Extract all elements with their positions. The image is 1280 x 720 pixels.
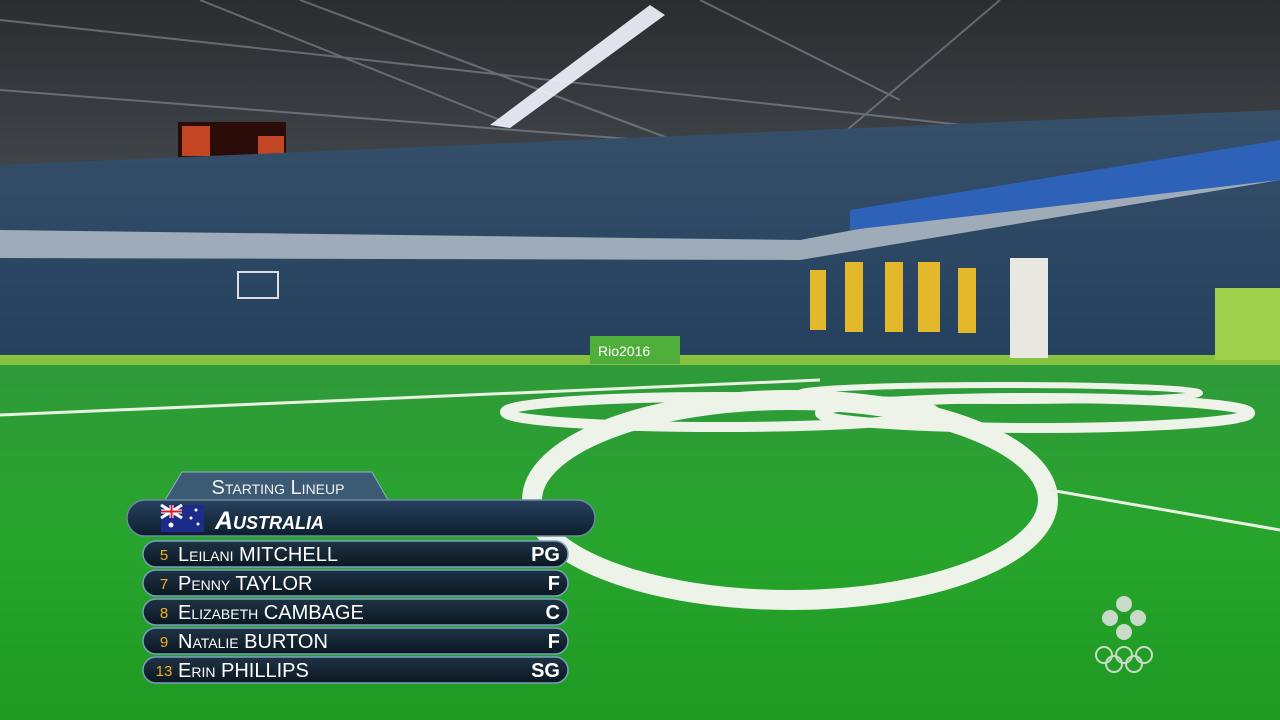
lineup-graphic: Starting Lineup Australia 5 Leilani MITCH… — [126, 471, 596, 684]
player-name: Penny TAYLOR — [178, 573, 312, 595]
player-row: 8 Elizabeth CAMBAGE C — [142, 598, 569, 626]
player-row: 7 Penny TAYLOR F — [142, 569, 569, 597]
player-number: 13 — [156, 663, 173, 680]
player-row-bg — [142, 598, 569, 626]
flag — [160, 503, 204, 532]
player-name: Natalie BURTON — [178, 631, 328, 653]
referee — [1010, 258, 1048, 358]
player-position: F — [548, 631, 560, 653]
team-name: Australia — [214, 507, 324, 535]
header-title: Starting Lineup — [212, 477, 345, 499]
court-line — [1049, 488, 1280, 532]
player-row: 13 Erin PHILLIPS SG — [142, 656, 569, 684]
team-huddle — [810, 262, 976, 333]
player-position: SG — [531, 660, 560, 682]
player-position: F — [548, 573, 560, 595]
balcony — [0, 150, 1280, 260]
player-number: 8 — [160, 605, 168, 622]
scoreboard-panel — [182, 126, 210, 156]
olympic-rings-logo — [1095, 646, 1153, 673]
player-name: Leilani MITCHELL — [178, 544, 338, 566]
player-name: Elizabeth CAMBAGE — [178, 602, 364, 624]
roof-lights — [490, 5, 665, 128]
player-number: 9 — [160, 634, 168, 651]
player-position: C — [546, 602, 560, 624]
team-bar — [126, 499, 596, 537]
player-row-bg — [142, 627, 569, 655]
player-row-bg — [142, 540, 569, 568]
backboard — [237, 271, 279, 299]
player-name: Erin PHILLIPS — [178, 660, 309, 682]
ad-board — [850, 140, 1280, 230]
banner-text: Rio2016 — [598, 343, 650, 359]
cbc-logo — [1102, 596, 1146, 640]
court-line — [0, 378, 821, 417]
player-row: 9 Natalie BURTON F — [142, 627, 569, 655]
banner-board — [590, 336, 680, 364]
player-position: PG — [531, 544, 560, 566]
player-row-bg — [142, 656, 569, 684]
side-board — [1215, 288, 1280, 360]
player-row-bg — [142, 569, 569, 597]
player-number: 7 — [160, 576, 168, 593]
player-row: 5 Leilani MITCHELL PG — [142, 540, 569, 568]
player-number: 5 — [160, 547, 168, 564]
